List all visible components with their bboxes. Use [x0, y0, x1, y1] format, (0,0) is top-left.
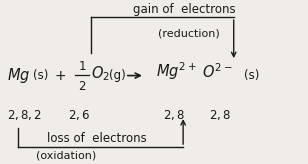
Text: gain of  electrons: gain of electrons	[133, 2, 236, 16]
Text: $1$: $1$	[78, 60, 86, 73]
Text: $2, 6$: $2, 6$	[68, 108, 90, 122]
Text: $2$: $2$	[78, 80, 86, 93]
Text: (reduction): (reduction)	[158, 28, 220, 38]
Text: $2, 8, 2$: $2, 8, 2$	[7, 108, 42, 122]
Text: (s): (s)	[245, 69, 260, 82]
Text: $2, 8$: $2, 8$	[163, 108, 185, 122]
Text: (g): (g)	[109, 69, 125, 82]
Text: $Mg^{2+}$: $Mg^{2+}$	[156, 61, 196, 82]
Text: (s): (s)	[33, 69, 48, 82]
Text: $Mg$: $Mg$	[7, 66, 30, 85]
Text: $2, 8$: $2, 8$	[209, 108, 231, 122]
Text: (oxidation): (oxidation)	[36, 151, 97, 161]
Text: $O_2$: $O_2$	[91, 64, 110, 83]
Text: loss of  electrons: loss of electrons	[47, 132, 147, 145]
Text: $O^{2-}$: $O^{2-}$	[201, 62, 232, 81]
Text: $+$: $+$	[55, 69, 67, 83]
